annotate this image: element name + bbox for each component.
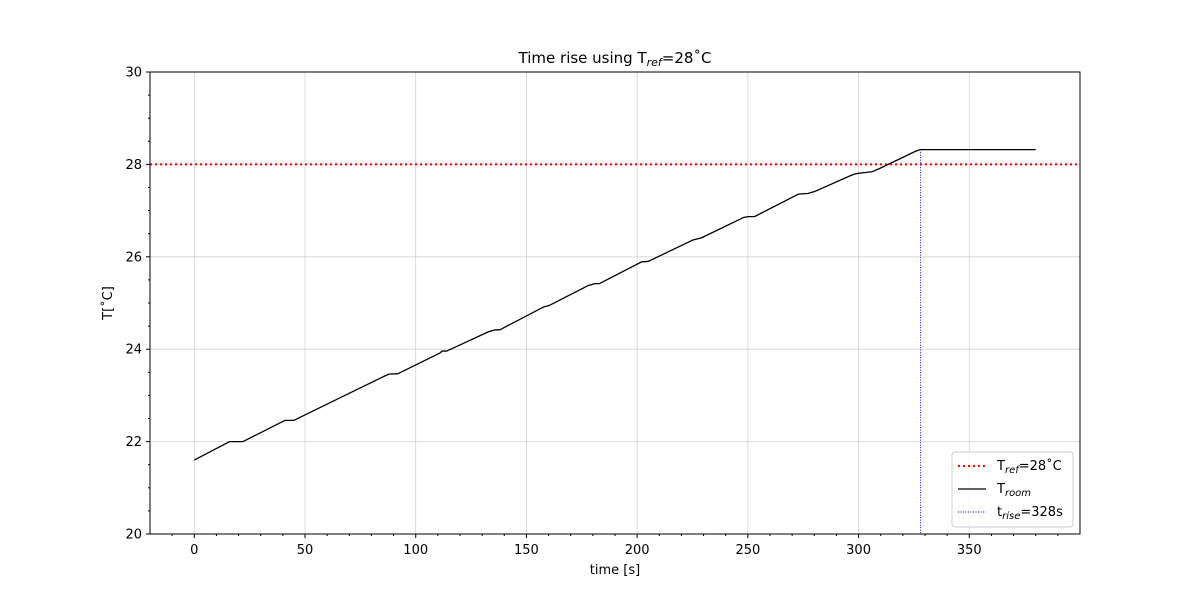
x-tick-label: 200 xyxy=(625,543,650,558)
x-tick-label: 50 xyxy=(297,543,314,558)
x-tick-label: 350 xyxy=(957,543,982,558)
series-layer xyxy=(150,148,1080,534)
x-tick-label: 150 xyxy=(514,543,539,558)
y-tick-label: 24 xyxy=(125,343,142,358)
x-tick-label: 300 xyxy=(846,543,871,558)
y-tick-label: 20 xyxy=(125,528,142,543)
x-tick-label: 250 xyxy=(735,543,760,558)
x-tick-label: 100 xyxy=(403,543,428,558)
y-tick-label: 22 xyxy=(125,435,142,450)
legend: Tref=28˚C Troom trise=328s xyxy=(951,451,1074,528)
legend-label-trise: trise=328s xyxy=(997,505,1063,522)
plot-area xyxy=(150,72,1080,534)
legend-label-tref: Tref=28˚C xyxy=(996,458,1062,476)
chart-title: Time rise using Tref=28˚C xyxy=(518,49,712,69)
x-axis: 0 50 100 150 200 250 300 350 xyxy=(171,534,1059,558)
series-troom-line xyxy=(193,148,1036,461)
y-tick-label: 28 xyxy=(125,158,142,173)
y-tick-label: 26 xyxy=(125,250,142,265)
y-axis-label: T[˚C] xyxy=(100,286,116,321)
x-tick-label: 0 xyxy=(190,543,198,558)
y-axis: 20 22 24 26 28 30 xyxy=(125,66,150,543)
legend-label-troom: Troom xyxy=(996,482,1031,499)
y-tick-label: 30 xyxy=(125,66,142,81)
x-axis-label: time [s] xyxy=(590,563,640,578)
legend-box xyxy=(951,451,1074,528)
